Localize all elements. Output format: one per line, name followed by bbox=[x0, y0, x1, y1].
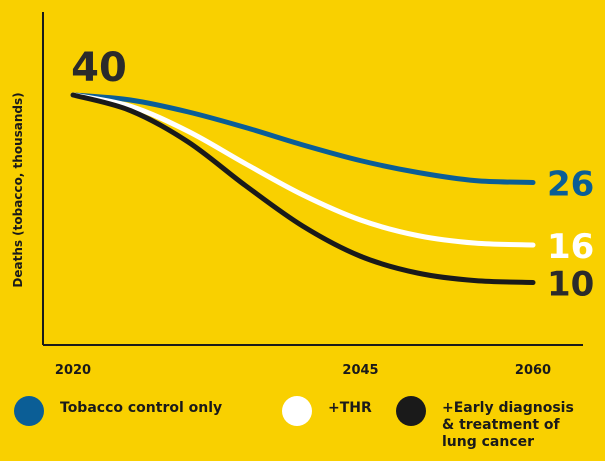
end-label-thr: 16 bbox=[547, 227, 594, 267]
y-axis-label: Deaths (tobacco, thousands) bbox=[11, 92, 25, 287]
series-lines bbox=[70, 92, 536, 285]
series-line-thr bbox=[70, 92, 536, 248]
legend-item-thr: +THR bbox=[282, 396, 372, 426]
end-label-tobacco-control: 26 bbox=[547, 165, 594, 205]
legend-label-thr: +THR bbox=[328, 400, 372, 416]
series-line-early-diagnosis bbox=[70, 92, 536, 285]
legend-item-early-diagnosis: +Early diagnosis & treatment of lung can… bbox=[396, 396, 574, 451]
legend-swatch-tobacco-control bbox=[14, 396, 44, 426]
x-tick-labels: 2020 2045 2060 bbox=[55, 363, 551, 378]
x-tick-label-2020: 2020 bbox=[55, 363, 91, 378]
legend-label-early-diagnosis: +Early diagnosis & treatment of lung can… bbox=[442, 400, 574, 450]
legend-item-tobacco-control: Tobacco control only bbox=[14, 396, 222, 426]
legend-swatch-thr bbox=[282, 396, 312, 426]
start-value-label: 40 bbox=[71, 45, 127, 91]
legend-label-tobacco-control: Tobacco control only bbox=[60, 400, 223, 416]
x-tick-label-2060: 2060 bbox=[515, 363, 551, 378]
series-line-tobacco-control bbox=[70, 92, 536, 185]
x-tick-label-2045: 2045 bbox=[342, 363, 378, 378]
legend-swatch-early-diagnosis bbox=[396, 396, 426, 426]
end-label-early-diagnosis: 10 bbox=[547, 265, 594, 305]
legend: Tobacco control only +THR +Early diagnos… bbox=[14, 396, 594, 458]
